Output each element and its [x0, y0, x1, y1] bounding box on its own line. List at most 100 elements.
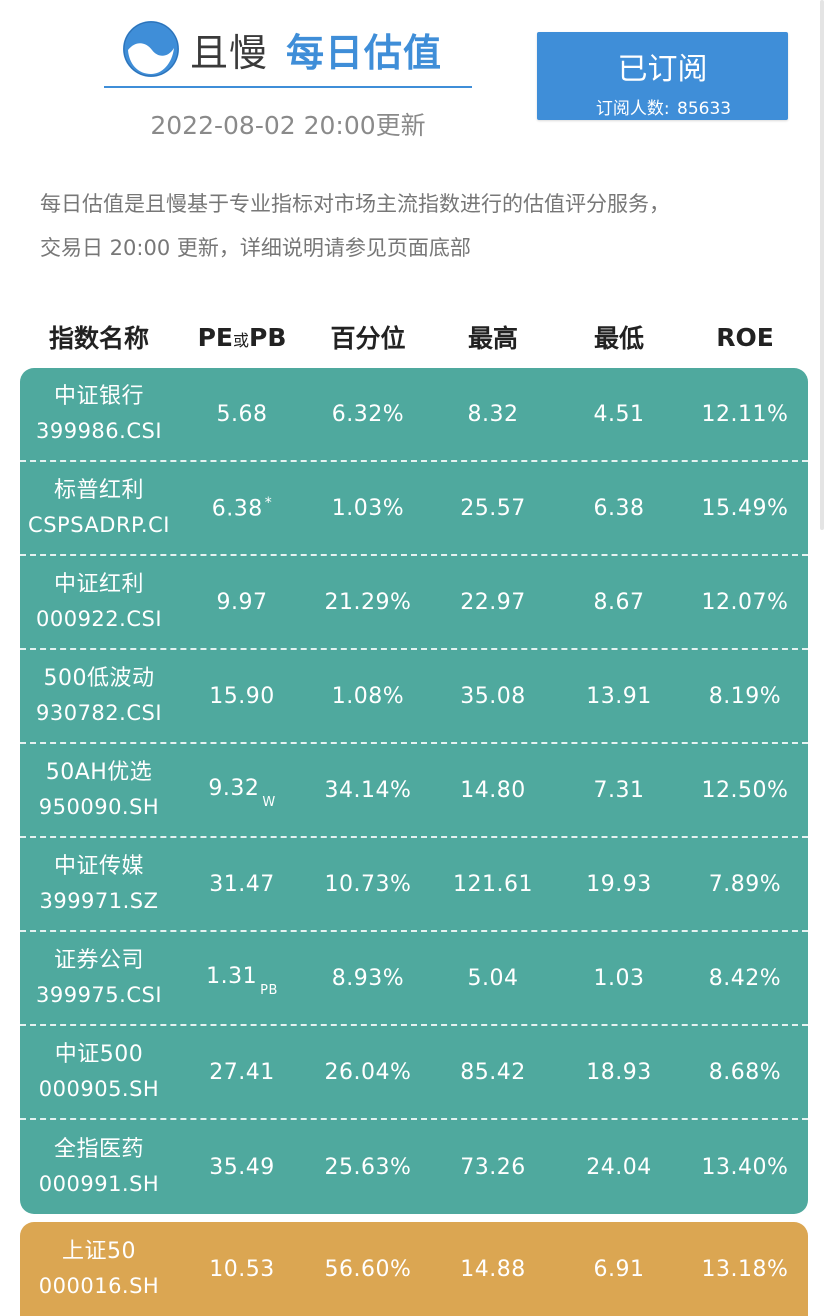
index-name-cell: 中证银行 399986.CSI: [20, 380, 178, 448]
pe-cell: 5.68: [178, 402, 306, 427]
pe-cell: 1.31PB: [178, 963, 306, 998]
high-value: 121.61: [453, 871, 533, 897]
percentile-value: 8.93%: [331, 965, 405, 991]
index-name-cell: 中证红利 000922.CSI: [20, 568, 178, 636]
pe-value: 5.68: [216, 401, 268, 427]
low-value: 1.03: [593, 965, 645, 991]
index-name: 证券公司: [53, 948, 144, 973]
index-name-cell: 中证500 000905.SH: [20, 1038, 178, 1106]
pe-weight-mark: W: [262, 795, 276, 811]
fair-value-index-list: 上证50 000016.SH 10.53 56.60% 14.88 6.91 13…: [20, 1222, 808, 1316]
index-name-cell: 500低波动 930782.CSI: [20, 662, 178, 730]
pe-value: 6.38: [211, 496, 263, 522]
roe-value: 8.68%: [708, 1059, 782, 1085]
table-row[interactable]: 上证50 000016.SH 10.53 56.60% 14.88 6.91 13…: [20, 1222, 808, 1316]
percentile-value: 10.73%: [324, 871, 412, 897]
header-or-label: 或: [233, 330, 250, 350]
table-row[interactable]: 全指医药 000991.SH 35.49 25.63% 73.26 24.04 1…: [20, 1120, 808, 1214]
header-roe: ROE: [716, 322, 774, 352]
low-value: 4.51: [593, 401, 645, 427]
roe-value: 8.19%: [708, 683, 782, 709]
pe-value: 15.90: [209, 683, 275, 709]
pe-cell: 6.38 *: [178, 495, 306, 521]
table-row[interactable]: 50AH优选 950090.SH 9.32W 34.14% 14.80 7.31 …: [20, 744, 808, 838]
update-timestamp: 2022-08-02 20:00更新: [150, 111, 426, 140]
percentile-value: 56.60%: [324, 1256, 412, 1282]
pe-cell: 9.32W: [178, 775, 306, 810]
table-row[interactable]: 中证传媒 399971.SZ 31.47 10.73% 121.61 19.93 …: [20, 838, 808, 932]
pe-value: 35.49: [209, 1154, 275, 1180]
pe-cell: 35.49: [178, 1155, 306, 1180]
percentile-value: 26.04%: [324, 1059, 412, 1085]
pe-value: 9.97: [216, 589, 268, 615]
index-code: 930782.CSI: [35, 701, 163, 725]
roe-value: 12.50%: [701, 777, 789, 803]
page-scrollbar[interactable]: [820, 0, 824, 530]
roe-value: 13.18%: [701, 1256, 789, 1282]
percentile-value: 34.14%: [324, 777, 412, 803]
brand-underline: [104, 86, 472, 88]
pe-value: 31.47: [209, 871, 275, 897]
pe-footnote-mark: *: [264, 494, 273, 511]
header-low: 最低: [593, 324, 644, 353]
high-value: 8.32: [467, 401, 519, 427]
pe-cell: 15.90: [178, 684, 306, 709]
header-index-name: 指数名称: [48, 324, 149, 353]
undervalued-index-list: 中证银行 399986.CSI 5.68 6.32% 8.32 4.51 12.1…: [20, 368, 808, 1214]
index-name-cell: 证券公司 399975.CSI: [20, 944, 178, 1012]
low-value: 13.91: [586, 683, 652, 709]
low-value: 6.38: [593, 495, 645, 521]
index-code: 000922.CSI: [35, 607, 163, 631]
index-name-cell: 全指医药 000991.SH: [20, 1133, 178, 1201]
subscribed-button[interactable]: 已订阅 订阅人数: 85633: [537, 32, 788, 120]
table-row[interactable]: 证券公司 399975.CSI 1.31PB 8.93% 5.04 1.03 8.…: [20, 932, 808, 1026]
pe-value: 1.31: [206, 963, 258, 989]
index-code: 000991.SH: [38, 1172, 160, 1196]
high-value: 35.08: [460, 683, 526, 709]
index-code: 399971.SZ: [39, 889, 159, 913]
table-row[interactable]: 500低波动 930782.CSI 15.90 1.08% 35.08 13.91…: [20, 650, 808, 744]
pe-cell: 27.41: [178, 1060, 306, 1085]
header-high: 最高: [467, 324, 518, 353]
table-row[interactable]: 中证银行 399986.CSI 5.68 6.32% 8.32 4.51 12.1…: [20, 368, 808, 462]
subscribed-label: 已订阅: [617, 52, 708, 87]
header-pb-label: PB: [249, 322, 287, 352]
pe-value: 9.32: [208, 775, 260, 801]
high-value: 14.88: [460, 1256, 526, 1282]
pe-cell: 10.53: [178, 1257, 306, 1282]
roe-value: 15.49%: [701, 495, 789, 521]
index-code: 950090.SH: [38, 795, 160, 819]
roe-value: 12.07%: [701, 589, 789, 615]
index-name: 上证50: [62, 1239, 136, 1264]
low-value: 18.93: [586, 1059, 652, 1085]
subscriber-count: 订阅人数: 85633: [537, 94, 788, 119]
index-code: 399986.CSI: [35, 419, 163, 443]
low-value: 6.91: [593, 1256, 645, 1282]
table-row[interactable]: 标普红利 CSPSADRP.CI 6.38 * 1.03% 25.57 6.38 1…: [20, 462, 808, 556]
index-code: CSPSADRP.CI: [28, 513, 170, 537]
pe-value: 10.53: [209, 1256, 275, 1282]
table-row[interactable]: 中证500 000905.SH 27.41 26.04% 85.42 18.93 …: [20, 1026, 808, 1120]
low-value: 7.31: [593, 777, 645, 803]
low-value: 19.93: [586, 871, 652, 897]
pe-value: 27.41: [209, 1059, 275, 1085]
index-code: 000905.SH: [38, 1077, 160, 1101]
service-description: 每日估值是且慢基于专业指标对市场主流指数进行的估值评分服务， 交易日 20:00…: [40, 182, 800, 270]
roe-value: 7.89%: [708, 871, 782, 897]
brand-name: 且慢: [190, 30, 269, 75]
header-pe-pb: PE或PB: [178, 323, 306, 352]
header-percentile: 百分位: [330, 324, 406, 353]
brand-logo-icon: [123, 21, 179, 77]
percentile-value: 1.08%: [331, 683, 405, 709]
roe-value: 8.42%: [708, 965, 782, 991]
percentile-value: 21.29%: [324, 589, 412, 615]
index-name: 50AH优选: [45, 760, 153, 785]
pb-mark: PB: [260, 983, 278, 999]
roe-value: 12.11%: [701, 401, 789, 427]
index-name: 全指医药: [53, 1137, 144, 1162]
low-value: 8.67: [593, 589, 645, 615]
index-name-cell: 中证传媒 399971.SZ: [20, 850, 178, 918]
table-row[interactable]: 中证红利 000922.CSI 9.97 21.29% 22.97 8.67 12…: [20, 556, 808, 650]
product-title: 每日估值: [286, 30, 443, 75]
